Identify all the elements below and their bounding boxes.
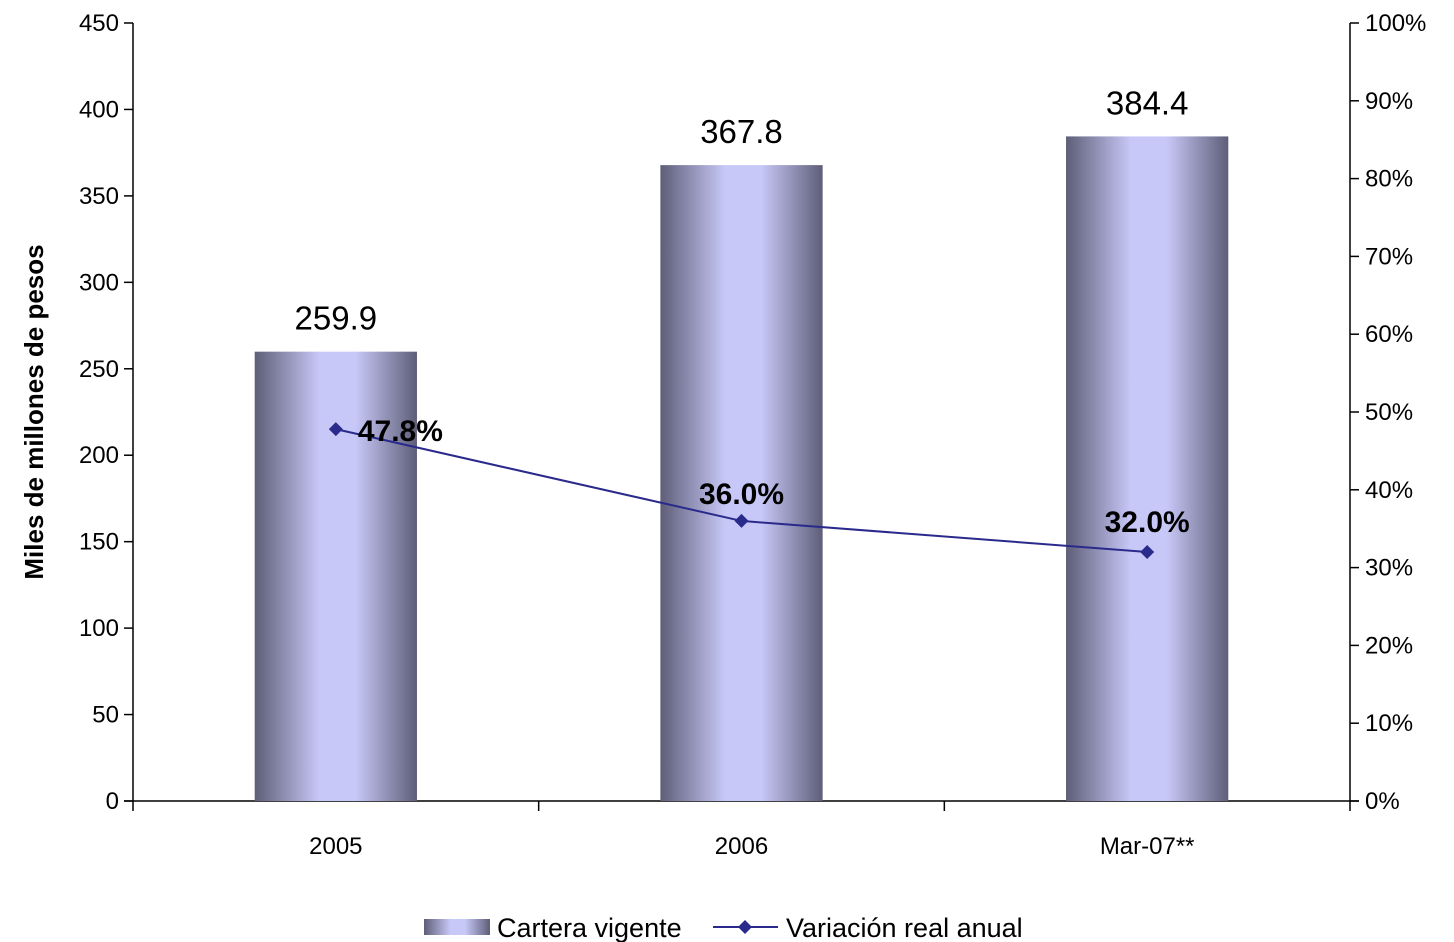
y-tick-label-left: 100 (79, 615, 119, 642)
y-tick-label-left: 450 (79, 10, 119, 37)
y-axis-title: Miles de millones de pesos (19, 244, 49, 579)
x-tick-label: Mar-07** (1100, 833, 1195, 860)
y-tick-label-left: 400 (79, 96, 119, 123)
legend-label-line: Variación real anual (786, 913, 1023, 942)
y-tick-label-left: 300 (79, 269, 119, 296)
bar-value-label: 367.8 (700, 113, 783, 150)
y-tick-label-right: 50% (1365, 399, 1413, 426)
x-tick-label: 2005 (309, 833, 362, 860)
axes: 0 50 100 150 200 250 300 350 400 450 0% 10% 20% 30% 40… (79, 10, 1426, 860)
y-tick-label-right: 20% (1365, 632, 1413, 659)
bars (254, 136, 1229, 802)
legend-marker-diamond (738, 920, 752, 934)
line-value-label: 36.0% (699, 478, 784, 511)
bar (660, 165, 823, 801)
y-tick-label-right: 10% (1365, 710, 1413, 737)
legend: Cartera vigente Variación real anual (424, 913, 1023, 942)
y-tick-label-right: 100% (1365, 10, 1426, 37)
line-series (328, 422, 1155, 560)
y-tick-label-right: 0% (1365, 788, 1400, 815)
line-point-marker (734, 513, 749, 528)
line-value-label: 47.8% (358, 415, 443, 448)
line-point-marker (328, 422, 343, 437)
y-tick-label-right: 60% (1365, 321, 1413, 348)
y-tick-label-left: 350 (79, 183, 119, 210)
y-tick-label-left: 200 (79, 442, 119, 469)
y-tick-label-left: 150 (79, 529, 119, 556)
y-tick-label-right: 70% (1365, 243, 1413, 270)
data-labels: 259.9 367.8 384.4 47.8% 36.0% 32.0% (295, 84, 1190, 539)
x-tick-label: 2006 (715, 833, 768, 860)
y-tick-label-right: 30% (1365, 555, 1413, 582)
bar-value-label: 259.9 (295, 300, 378, 337)
legend-label-bar: Cartera vigente (497, 913, 682, 942)
y-tick-label-left: 250 (79, 356, 119, 383)
line-value-label: 32.0% (1105, 506, 1190, 539)
bar (1066, 136, 1229, 802)
y-tick-label-right: 90% (1365, 88, 1413, 115)
y-tick-label-left: 50 (92, 702, 119, 729)
y-tick-label-right: 40% (1365, 477, 1413, 504)
legend-swatch-bar (424, 919, 490, 935)
bar-value-label: 384.4 (1106, 84, 1189, 121)
y-tick-label-right: 80% (1365, 166, 1413, 193)
line-point-marker (1140, 545, 1155, 560)
y-tick-label-left: 0 (106, 788, 119, 815)
